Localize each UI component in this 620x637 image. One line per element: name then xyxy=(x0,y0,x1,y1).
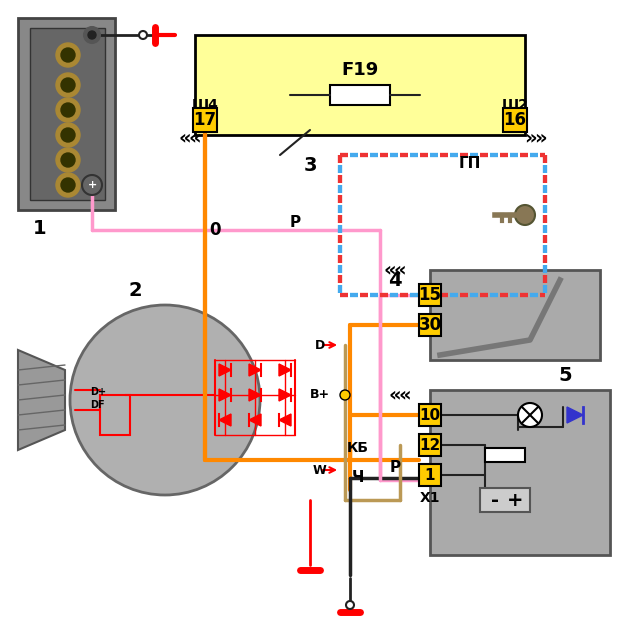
Text: 0: 0 xyxy=(209,221,221,239)
Text: 5: 5 xyxy=(558,366,572,385)
Bar xyxy=(18,18,115,210)
Text: «: « xyxy=(179,129,192,148)
Circle shape xyxy=(84,27,100,43)
Polygon shape xyxy=(18,350,65,450)
Text: 12: 12 xyxy=(419,438,441,452)
Text: «: « xyxy=(384,261,396,280)
Polygon shape xyxy=(279,364,291,376)
Circle shape xyxy=(82,175,102,195)
Text: +: + xyxy=(507,490,523,510)
Bar xyxy=(419,404,441,426)
Text: D+: D+ xyxy=(90,387,106,397)
Circle shape xyxy=(56,148,80,172)
Bar xyxy=(503,108,527,132)
Text: 15: 15 xyxy=(418,286,441,304)
Bar xyxy=(480,488,530,512)
Text: 4: 4 xyxy=(388,271,402,289)
Polygon shape xyxy=(249,414,261,426)
Polygon shape xyxy=(249,364,261,376)
Bar xyxy=(419,464,441,486)
Circle shape xyxy=(518,403,542,427)
Text: »: » xyxy=(524,129,536,148)
Circle shape xyxy=(56,43,80,67)
Circle shape xyxy=(61,178,75,192)
Circle shape xyxy=(70,305,260,495)
Polygon shape xyxy=(249,389,261,401)
Text: 30: 30 xyxy=(418,316,441,334)
Bar xyxy=(419,434,441,456)
Text: P: P xyxy=(389,461,401,475)
Circle shape xyxy=(61,48,75,62)
Bar xyxy=(193,108,217,132)
Bar xyxy=(419,314,441,336)
Circle shape xyxy=(340,390,350,400)
Circle shape xyxy=(61,103,75,117)
Text: 17: 17 xyxy=(193,111,216,129)
Text: +: + xyxy=(87,180,97,190)
Bar xyxy=(485,448,525,462)
Circle shape xyxy=(56,123,80,147)
Text: Ч: Ч xyxy=(352,471,364,485)
Text: W: W xyxy=(313,464,327,476)
Polygon shape xyxy=(219,414,231,426)
Circle shape xyxy=(61,128,75,142)
Bar xyxy=(430,270,600,360)
Circle shape xyxy=(515,205,535,225)
Text: КБ: КБ xyxy=(347,441,369,455)
Text: DF: DF xyxy=(90,400,105,410)
Circle shape xyxy=(61,78,75,92)
Text: 2: 2 xyxy=(128,280,142,299)
Polygon shape xyxy=(279,389,291,401)
Text: B+: B+ xyxy=(310,389,330,401)
Circle shape xyxy=(56,173,80,197)
Text: Ш2: Ш2 xyxy=(502,98,528,112)
Text: »: » xyxy=(534,129,546,148)
Text: P: P xyxy=(290,215,301,229)
Text: 3: 3 xyxy=(303,155,317,175)
Circle shape xyxy=(139,31,147,39)
Polygon shape xyxy=(219,389,231,401)
Bar xyxy=(30,28,105,200)
Circle shape xyxy=(88,31,96,39)
Polygon shape xyxy=(567,407,583,423)
Text: «: « xyxy=(399,385,411,404)
Circle shape xyxy=(346,601,354,609)
Text: 16: 16 xyxy=(503,111,526,129)
Polygon shape xyxy=(219,364,231,376)
Text: -: - xyxy=(491,490,499,510)
Text: Ш4: Ш4 xyxy=(192,98,218,112)
Text: 1: 1 xyxy=(425,468,435,482)
Text: «: « xyxy=(188,129,202,148)
Text: D: D xyxy=(315,338,325,352)
Bar xyxy=(195,35,525,135)
Bar xyxy=(419,284,441,306)
Text: 1: 1 xyxy=(33,218,47,238)
Circle shape xyxy=(56,73,80,97)
Bar xyxy=(430,390,610,555)
Circle shape xyxy=(56,98,80,122)
Text: «: « xyxy=(389,385,401,404)
Text: 10: 10 xyxy=(420,408,441,422)
Circle shape xyxy=(61,153,75,167)
Text: ГП: ГП xyxy=(459,155,481,171)
Text: F19: F19 xyxy=(342,61,379,79)
Bar xyxy=(330,85,390,105)
Text: «: « xyxy=(394,261,406,280)
Polygon shape xyxy=(279,414,291,426)
Text: X1: X1 xyxy=(420,491,440,505)
